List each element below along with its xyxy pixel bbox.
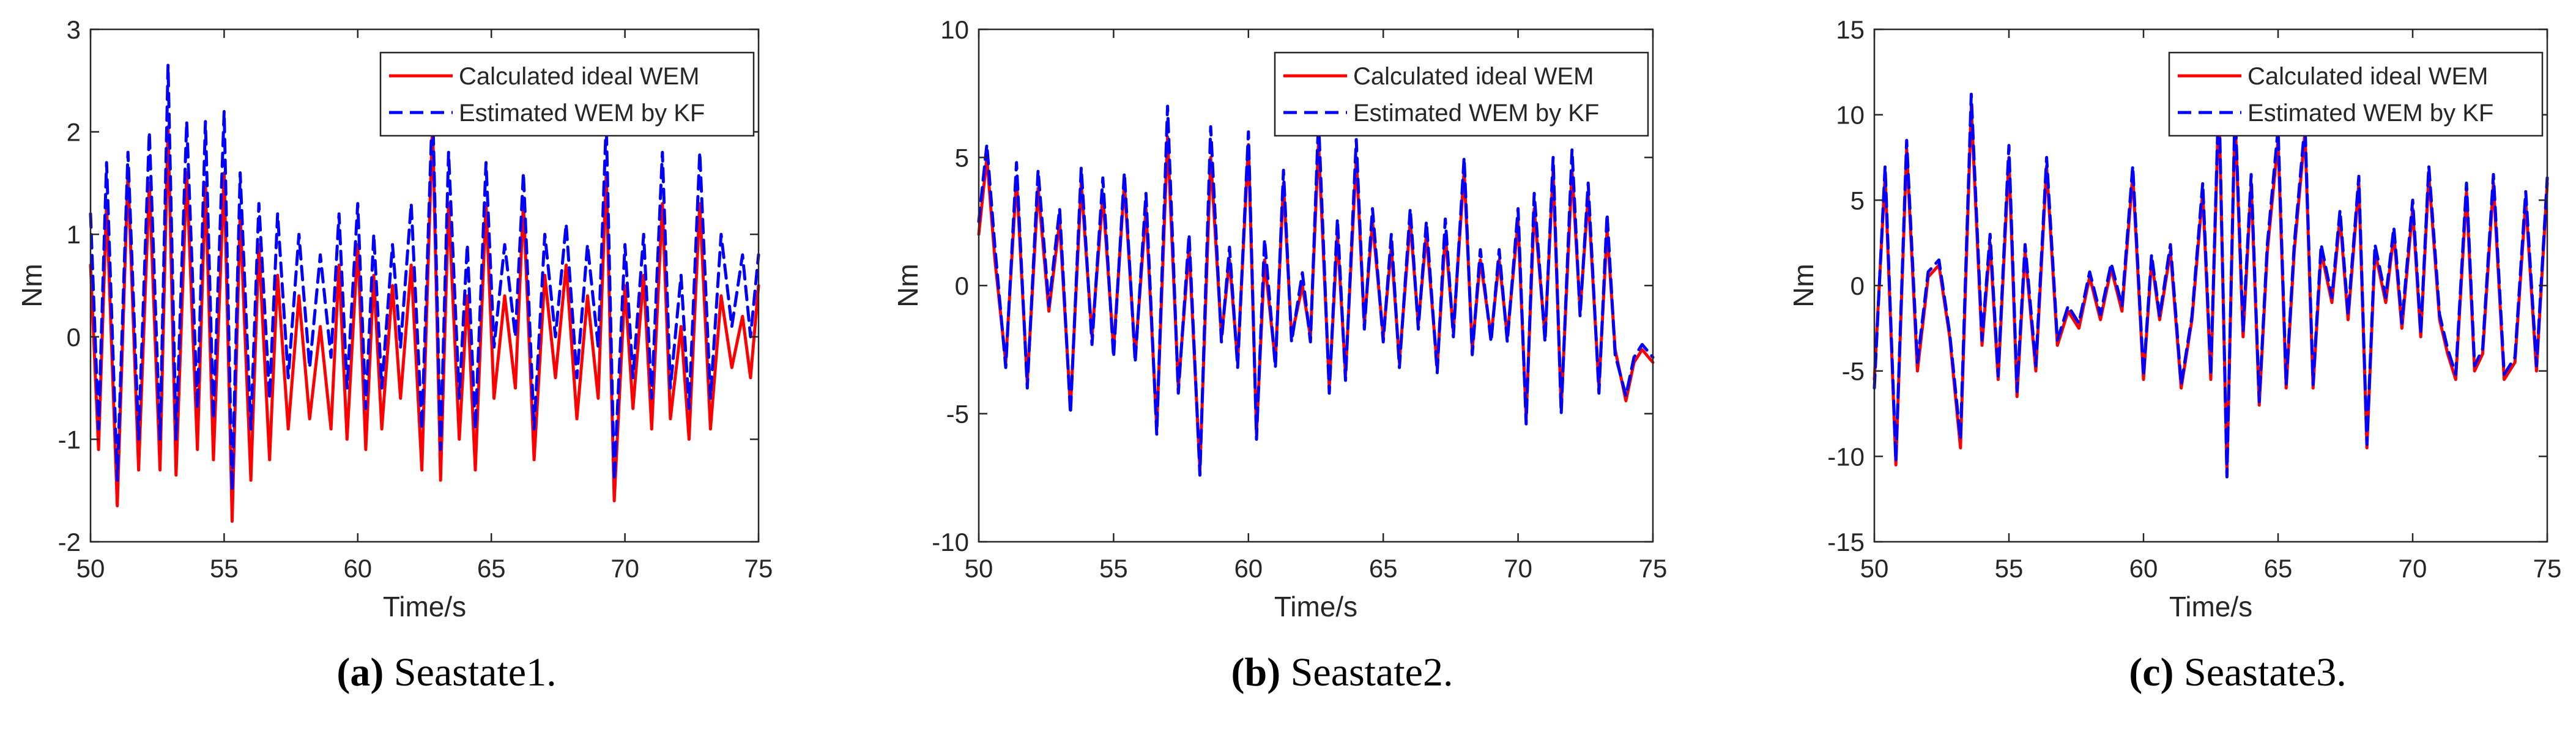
caption-c: (c) Seastate3. bbox=[2054, 649, 2421, 696]
caption-b: (b) Seastate2. bbox=[1159, 649, 1526, 696]
x-tick-label: 50 bbox=[1860, 554, 1889, 583]
x-axis-label: Time/s bbox=[1274, 591, 1357, 622]
series-line-estimated bbox=[1873, 87, 2549, 479]
y-tick-label: 10 bbox=[1836, 101, 1865, 130]
x-tick-label: 65 bbox=[1369, 554, 1398, 583]
x-tick-label: 75 bbox=[2533, 554, 2562, 583]
chart-panel-a: 50 55 60 65 70 75 -2 -1 0 1 2 3 Time/s Nm Calculated i… bbox=[16, 15, 773, 622]
legend: Calculated ideal WEM Estimated WEM by KF bbox=[1274, 51, 1649, 137]
x-tick-label: 75 bbox=[744, 554, 773, 583]
legend-entry: Calculated ideal WEM bbox=[459, 63, 700, 90]
y-tick-label: 3 bbox=[67, 15, 81, 44]
y-tick-label: 0 bbox=[67, 323, 81, 352]
y-tick-label: 5 bbox=[955, 144, 969, 172]
y-tick-label: 5 bbox=[1850, 186, 1865, 215]
x-tick-label: 65 bbox=[477, 554, 506, 583]
caption-label: (b) bbox=[1231, 650, 1281, 695]
x-tick-label: 70 bbox=[2399, 554, 2427, 583]
y-tick-label: -2 bbox=[58, 528, 81, 556]
caption-label: (c) bbox=[2129, 650, 2174, 695]
y-tick-label: 10 bbox=[940, 15, 969, 44]
x-tick-label: 70 bbox=[611, 554, 639, 583]
y-tick-label: 0 bbox=[1850, 271, 1865, 300]
series-line-estimated bbox=[89, 64, 760, 492]
x-tick-label: 65 bbox=[2264, 554, 2293, 583]
y-axis-label: Nm bbox=[1787, 264, 1819, 308]
series-line-estimated bbox=[977, 105, 1655, 477]
y-tick-label: -15 bbox=[1827, 528, 1865, 556]
caption-a: (a) Seastate1. bbox=[263, 649, 630, 696]
caption-text: Seastate2. bbox=[1290, 650, 1453, 695]
x-tick-label: 55 bbox=[210, 554, 239, 583]
legend-entry: Calculated ideal WEM bbox=[1353, 63, 1594, 90]
legend-box bbox=[2168, 51, 2544, 137]
legend-entry: Calculated ideal WEM bbox=[2248, 63, 2489, 90]
y-tick-label: 2 bbox=[67, 118, 81, 147]
y-axis-label: Nm bbox=[892, 264, 924, 308]
legend: Calculated ideal WEM Estimated WEM by KF bbox=[2168, 51, 2544, 137]
y-tick-label: -10 bbox=[932, 528, 969, 556]
legend-entry: Estimated WEM by KF bbox=[1353, 100, 1599, 127]
legend-entry: Estimated WEM by KF bbox=[2248, 100, 2493, 127]
y-tick-label: -1 bbox=[58, 425, 81, 454]
x-tick-label: 60 bbox=[1234, 554, 1263, 583]
x-axis-label: Time/s bbox=[383, 591, 466, 622]
chart-panel-b: 50 55 60 65 70 75 -10 -5 0 5 10 Time/s Nm Calculated … bbox=[892, 15, 1667, 622]
y-tick-label: -10 bbox=[1827, 442, 1865, 471]
x-tick-label: 50 bbox=[965, 554, 993, 583]
caption-label: (a) bbox=[336, 650, 384, 695]
y-tick-label: 15 bbox=[1836, 15, 1865, 44]
y-axis-label: Nm bbox=[16, 264, 48, 308]
x-tick-label: 70 bbox=[1504, 554, 1532, 583]
caption-text: Seastate1. bbox=[393, 650, 557, 695]
x-tick-label: 55 bbox=[1099, 554, 1128, 583]
y-tick-label: 0 bbox=[955, 271, 969, 300]
y-tick-label: 1 bbox=[67, 220, 81, 249]
y-tick-label: -5 bbox=[1842, 357, 1865, 386]
legend-entry: Estimated WEM by KF bbox=[459, 100, 705, 127]
y-tick-label: -5 bbox=[946, 400, 969, 429]
x-tick-label: 55 bbox=[1995, 554, 2024, 583]
x-axis-label: Time/s bbox=[2169, 591, 2252, 622]
caption-text: Seastate3. bbox=[2184, 650, 2347, 695]
legend-box bbox=[1274, 51, 1649, 137]
x-tick-label: 60 bbox=[2129, 554, 2158, 583]
legend-box bbox=[379, 51, 755, 137]
chart-panel-c: 50 55 60 65 70 75 -15 -10 -5 0 5 10 15 Time/s Nm Calcul… bbox=[1787, 15, 2561, 622]
x-tick-label: 75 bbox=[1639, 554, 1668, 583]
axes-box bbox=[89, 28, 760, 543]
x-tick-label: 60 bbox=[343, 554, 372, 583]
x-tick-label: 50 bbox=[76, 554, 105, 583]
legend: Calculated ideal WEM Estimated WEM by KF bbox=[379, 51, 755, 137]
